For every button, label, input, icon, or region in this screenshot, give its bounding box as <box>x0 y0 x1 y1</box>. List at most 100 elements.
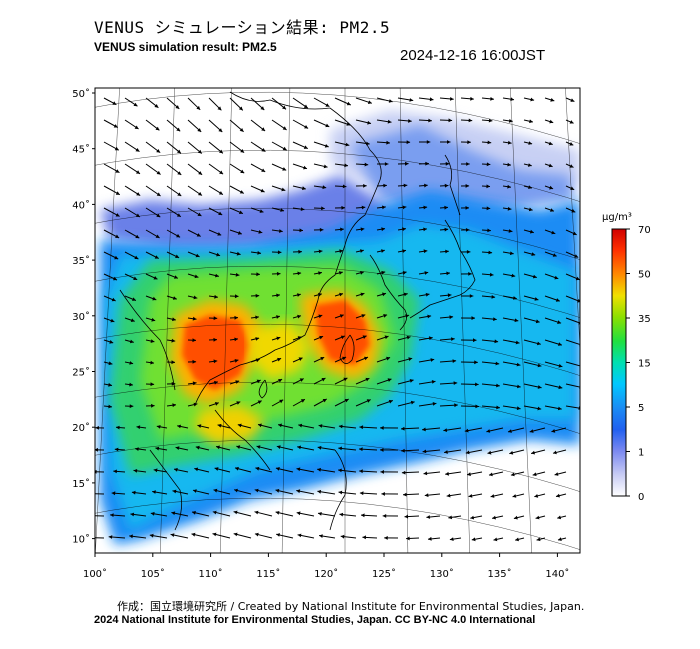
wind-arrow-head <box>318 271 322 275</box>
wind-arrow-head <box>408 357 413 361</box>
wind-arrow-head <box>152 490 156 494</box>
wind-arrow-head <box>467 472 471 477</box>
title-english: VENUS simulation result: PM2.5 <box>94 40 277 54</box>
wind-arrow-head <box>447 293 452 298</box>
wind-arrow-head <box>572 231 577 236</box>
wind-arrow-head <box>171 381 176 386</box>
wind-arrow-head <box>214 294 218 299</box>
wind-arrow-head <box>155 126 160 131</box>
wind-arrow-head <box>527 163 532 167</box>
lat-tick-label: 25˚ <box>72 367 90 379</box>
wind-arrow-head <box>338 424 343 429</box>
wind-arrow-head <box>487 228 491 233</box>
wind-arrow-head <box>401 448 405 453</box>
wind-arrow-head <box>156 192 161 196</box>
wind-arrow-head <box>402 249 406 253</box>
wind-arrow-head <box>256 272 260 277</box>
wind-arrow-head <box>386 356 391 361</box>
wind-arrow-head <box>171 511 176 516</box>
wind-arrow-head <box>549 119 554 124</box>
wind-arrow-head <box>318 314 323 319</box>
wind-arrow-head <box>95 447 98 452</box>
wind-arrow-head <box>444 205 448 210</box>
wind-arrow-head <box>172 489 177 494</box>
wind-arrow-head <box>530 97 535 102</box>
wind-arrow-head <box>528 141 533 145</box>
wind-arrow-head <box>510 97 514 102</box>
wind-arrow-head <box>346 101 351 106</box>
wind-arrow-head <box>156 213 161 218</box>
wind-arrow-head <box>322 185 327 190</box>
wind-arrow-head <box>277 250 282 255</box>
lon-tick-label: 110˚ <box>199 568 223 580</box>
wind-arrow-head <box>362 535 366 540</box>
wind-arrow-head <box>192 338 196 343</box>
wind-arrow-head <box>319 227 324 232</box>
wind-arrow-head <box>318 512 322 516</box>
colorbar-label: 0 <box>638 492 644 503</box>
wind-arrow-head <box>508 119 513 123</box>
wind-arrow-shaft <box>565 361 580 367</box>
wind-arrow-head <box>129 382 133 387</box>
wind-arrow-head <box>406 536 410 541</box>
lon-tick-label: 140˚ <box>545 568 569 580</box>
wind-arrow-head <box>445 471 449 476</box>
wind-arrow-head <box>255 337 260 341</box>
wind-arrow-head <box>156 170 161 175</box>
wind-arrow-head <box>489 272 494 277</box>
wind-arrow-head <box>216 252 221 257</box>
wind-arrow-head <box>111 297 116 302</box>
wind-arrow-head <box>548 163 553 168</box>
wind-arrow-head <box>403 292 408 297</box>
wind-arrow-head <box>174 467 178 472</box>
wind-arrow-head <box>338 490 343 495</box>
wind-arrow-head <box>445 161 450 166</box>
wind-arrow-head <box>133 102 138 107</box>
wind-arrow-head <box>195 445 200 450</box>
wind-arrow-head <box>219 170 224 175</box>
wind-arrow-head <box>517 384 521 389</box>
wind-arrow-head <box>557 320 562 324</box>
wind-arrow-head <box>156 425 161 429</box>
wind-arrow-head <box>444 227 449 232</box>
wind-arrow-head <box>114 146 119 151</box>
wind-arrow-head <box>197 128 202 132</box>
lat-tick-label: 35˚ <box>72 255 90 267</box>
colorbar-label: 1 <box>638 448 644 459</box>
wind-arrow-head <box>553 450 557 455</box>
wind-arrow-head <box>367 120 371 125</box>
wind-arrow-head <box>152 296 157 301</box>
wind-arrow-head <box>361 314 366 318</box>
wind-arrow-head <box>528 185 532 189</box>
wind-arrow-head <box>473 338 477 343</box>
wind-arrow-head <box>536 537 541 542</box>
wind-arrow-head <box>386 140 390 145</box>
wind-arrow-head <box>303 165 307 170</box>
wind-arrow-head <box>151 317 156 322</box>
wind-arrow-head <box>448 118 453 123</box>
wind-arrow-head <box>488 250 493 255</box>
lon-tick-label: 130˚ <box>430 568 454 580</box>
wind-arrow-head <box>512 494 517 498</box>
wind-arrow-head <box>515 537 519 542</box>
wind-arrow-head <box>153 276 158 280</box>
copyright-line: 2024 National Institute for Environmenta… <box>94 614 536 626</box>
wind-arrow-head <box>279 229 283 233</box>
wind-arrow-head <box>255 358 260 363</box>
wind-arrow-head <box>359 447 363 452</box>
wind-arrow-head <box>361 205 366 210</box>
wind-arrow-head <box>338 271 343 275</box>
wind-arrow-head <box>384 162 389 166</box>
wind-arrow-head <box>537 385 542 389</box>
wind-arrow-head <box>570 98 575 102</box>
wind-arrow-head <box>535 319 540 324</box>
wind-arrow-head <box>468 272 472 276</box>
wind-arrow-head <box>155 446 160 451</box>
credit-line: 作成：国立環境研究所 / Created by National Institu… <box>117 600 585 613</box>
wind-arrow-head <box>401 470 406 475</box>
wind-arrow-head <box>552 253 557 257</box>
wind-arrow-head <box>452 359 457 363</box>
wind-arrow-head <box>510 472 515 477</box>
wind-vectors <box>95 96 580 542</box>
wind-arrow-head <box>575 276 580 281</box>
